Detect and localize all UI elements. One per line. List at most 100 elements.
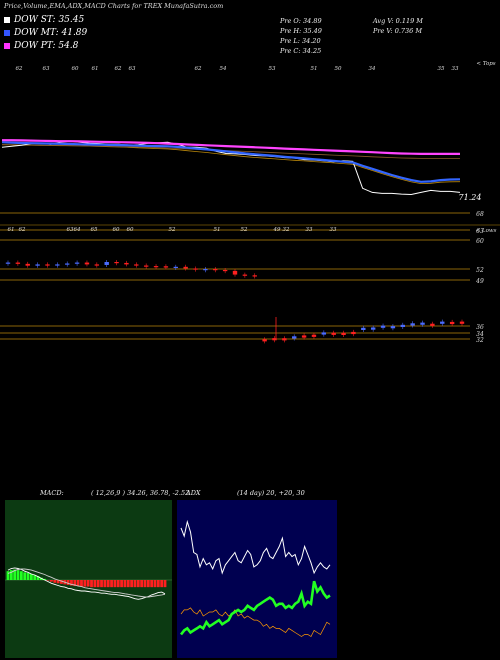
candle-body	[222, 269, 228, 272]
candle-body	[370, 327, 376, 330]
legend-label-st: DOW ST: 35.45	[14, 15, 85, 25]
candle-body	[15, 262, 21, 264]
macd-histogram-bar	[106, 580, 110, 588]
candle-body	[252, 275, 257, 277]
ema-line-1	[1, 141, 461, 183]
legend-swatch	[4, 43, 10, 49]
price-level-label: 49	[475, 278, 484, 285]
macd-histogram-bar	[66, 580, 70, 585]
macd-histogram-bar	[16, 570, 20, 580]
price-level-label: 32	[476, 337, 484, 344]
low-label: 33	[306, 227, 313, 233]
candle-body	[45, 264, 50, 266]
legend-label-pt: DOW PT: 54.8	[14, 41, 79, 51]
macd-histogram-bar	[153, 580, 157, 588]
adx-params: (14 day) 20, +20, 30	[237, 489, 305, 497]
macd-histogram-bar	[53, 580, 57, 583]
stat-low: Pre L: 34.20	[280, 37, 321, 45]
price-level-label: 34	[476, 331, 484, 338]
candle-body	[193, 268, 198, 270]
macd-histogram-bar	[110, 580, 113, 588]
ema-last-value: 71.24	[459, 193, 482, 202]
candle-body	[104, 262, 109, 265]
low-label: 60	[113, 227, 120, 233]
low-label: 51	[214, 227, 221, 233]
macd-histogram-bar	[26, 572, 30, 580]
top-label: 62	[115, 66, 122, 72]
low-label: 64	[74, 227, 81, 233]
candle-body	[449, 321, 455, 325]
candle-body	[440, 321, 445, 324]
candle-body	[361, 327, 366, 330]
low-label: 63	[67, 227, 74, 233]
macd-histogram-bar	[163, 580, 167, 588]
macd-histogram-bar	[50, 580, 53, 582]
candle-body	[242, 274, 248, 276]
legend-dow-mt: DOW MT: 41.89	[4, 28, 87, 38]
low-label: 32	[283, 227, 290, 233]
macd-histogram-bar	[143, 580, 147, 588]
top-label: 35	[438, 66, 445, 72]
price-level-label: 36	[476, 324, 484, 331]
macd-histogram-bar	[90, 580, 93, 588]
top-label: 62	[16, 66, 23, 72]
macd-line-0	[7, 567, 166, 600]
macd-line-1	[7, 568, 166, 598]
candle-body	[351, 331, 356, 335]
macd-histogram-bar	[156, 580, 160, 588]
macd-histogram-bar	[33, 575, 37, 580]
adx-line-2	[179, 580, 331, 636]
candle-body	[272, 338, 277, 341]
top-label: 63	[43, 66, 50, 72]
macd-histogram-bar	[93, 580, 97, 588]
macd-histogram-bar	[130, 580, 133, 588]
adx-panel-bg	[177, 500, 337, 658]
macd-histogram-bar	[123, 580, 127, 588]
macd-title: MACD:	[40, 489, 64, 497]
candle-body	[213, 269, 218, 271]
macd-histogram-bar	[9, 570, 13, 580]
low-label: 62	[19, 227, 26, 233]
macd-histogram-bar	[160, 580, 164, 588]
candle-body	[5, 262, 11, 264]
candle-body	[114, 262, 119, 264]
candle-body	[74, 262, 80, 264]
candle-body	[124, 262, 129, 265]
legend-swatch	[4, 30, 10, 36]
price-level-label: 68	[476, 211, 484, 218]
adx-line-1	[180, 607, 331, 637]
candle-body	[25, 263, 30, 266]
top-label: 34	[369, 66, 376, 72]
low-label: 33	[330, 227, 337, 233]
macd-histogram-bar	[46, 580, 50, 581]
ema-panel: 62 63 60 61 62 63 62 54 53 51 50 34 35 33 < Tops 71.24	[0, 61, 500, 226]
candle-body	[183, 266, 188, 269]
candle-body	[410, 323, 415, 326]
macd-histogram-bar	[23, 572, 27, 580]
candle-body	[380, 325, 386, 328]
candle-body	[430, 323, 435, 326]
candle-body	[84, 262, 90, 265]
macd-histogram-bar	[126, 580, 130, 588]
macd-histogram-bar	[103, 580, 107, 588]
low-label: 65	[91, 227, 98, 233]
top-label: 54	[220, 66, 227, 72]
top-label: 50	[335, 66, 342, 72]
candle-body	[459, 321, 465, 324]
macd-params: ( 12,26,9 ) 34.26, 36.78, -2.52	[91, 489, 190, 497]
macd-histogram-bar	[136, 580, 140, 588]
top-label: 33	[452, 66, 459, 72]
candle-body	[262, 339, 267, 342]
price-level-label: 60	[476, 238, 484, 245]
candle-body	[232, 270, 238, 275]
candle-body	[301, 335, 307, 338]
top-label: 62	[195, 66, 202, 72]
stat-pre-volume: Pre V: 0.736 M	[373, 27, 423, 35]
chart-title: Price,Volume,EMA,ADX,MACD Charts for TRE…	[4, 2, 224, 10]
stat-open: Pre O: 34.89	[280, 17, 322, 25]
stat-high: Pre H: 35.49	[280, 27, 322, 35]
macd-histogram-bar	[150, 580, 154, 588]
candle-body	[134, 264, 139, 266]
